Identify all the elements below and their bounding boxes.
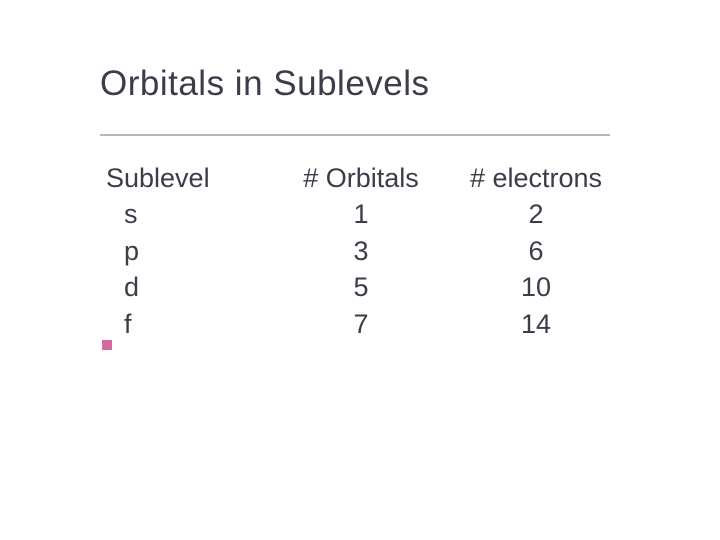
cell-electrons: 14	[451, 306, 621, 342]
title-underline	[100, 134, 610, 136]
slide-title: Orbitals in Sublevels	[100, 64, 430, 104]
slide-content: Orbitals in Sublevels Sublevel # Orbital…	[0, 0, 720, 540]
cell-sublevel: f	[106, 306, 271, 342]
cell-orbitals: 1	[271, 196, 451, 232]
title-row: Orbitals in Sublevels	[100, 64, 630, 104]
bullet-icon	[102, 340, 112, 350]
table-row: s 1 2	[106, 196, 630, 232]
cell-sublevel: d	[106, 269, 271, 305]
cell-electrons: 2	[451, 196, 621, 232]
sublevel-table: Sublevel # Orbitals # electrons s 1 2 p …	[100, 160, 630, 342]
cell-orbitals: 7	[271, 306, 451, 342]
table-row: d 5 10	[106, 269, 630, 305]
cell-sublevel: s	[106, 196, 271, 232]
cell-electrons: 10	[451, 269, 621, 305]
table-row: f 7 14	[106, 306, 630, 342]
col-header-electrons: # electrons	[451, 160, 621, 196]
table-header-row: Sublevel # Orbitals # electrons	[106, 160, 630, 196]
table-row: p 3 6	[106, 233, 630, 269]
col-header-orbitals: # Orbitals	[271, 160, 451, 196]
cell-orbitals: 3	[271, 233, 451, 269]
cell-electrons: 6	[451, 233, 621, 269]
cell-orbitals: 5	[271, 269, 451, 305]
col-header-sublevel: Sublevel	[106, 160, 271, 196]
cell-sublevel: p	[106, 233, 271, 269]
